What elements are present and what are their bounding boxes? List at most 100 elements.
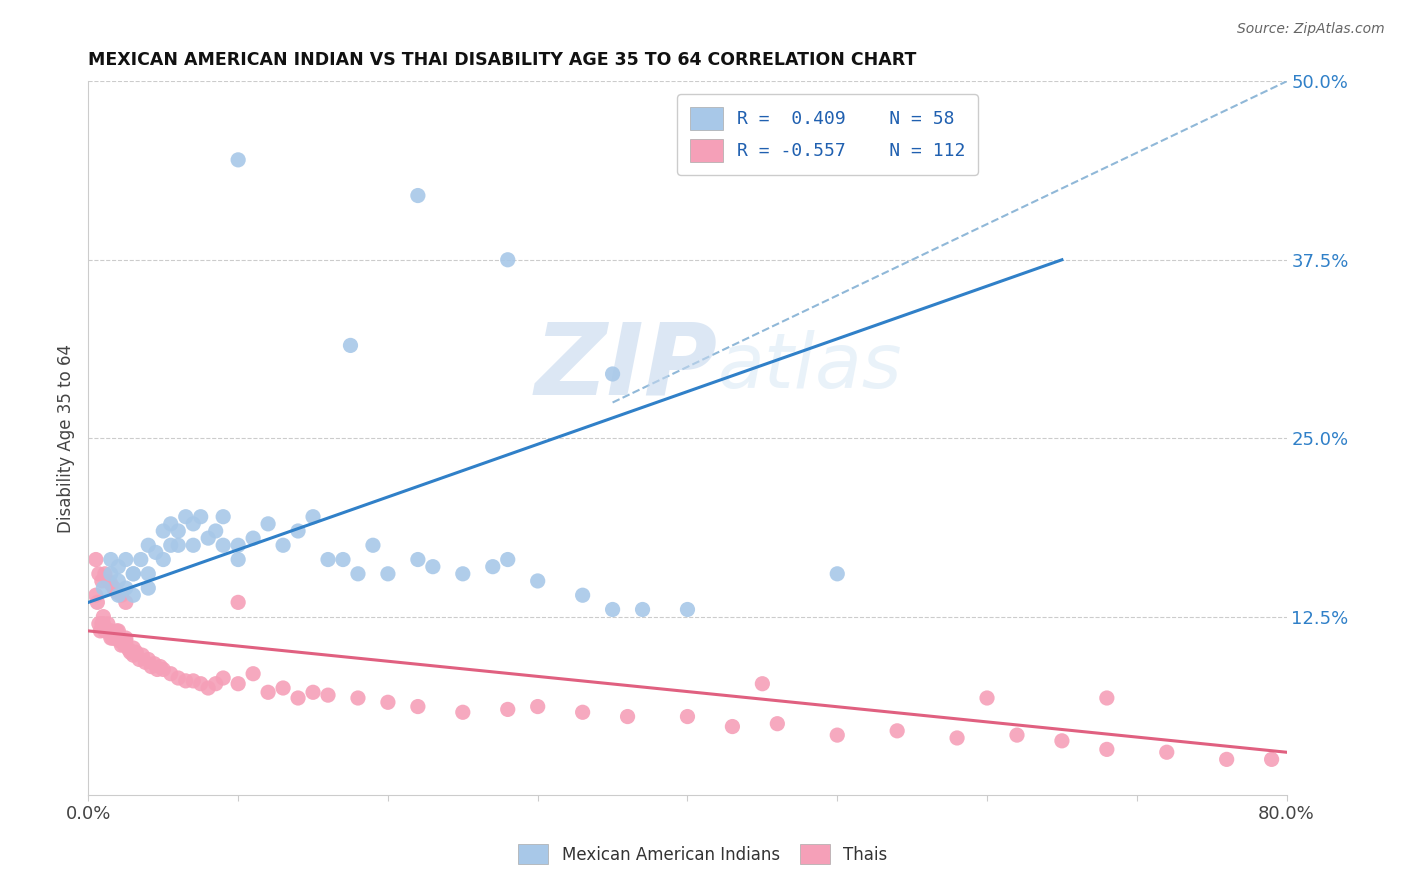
Point — [152, 524, 174, 538]
Point — [1260, 752, 1282, 766]
Point — [181, 673, 204, 688]
Point — [107, 631, 129, 645]
Point — [125, 645, 148, 659]
Point — [104, 631, 127, 645]
Point — [100, 631, 122, 645]
Point — [181, 538, 204, 552]
Point — [526, 574, 548, 588]
Point — [159, 666, 181, 681]
Point — [287, 524, 309, 538]
Point — [377, 695, 399, 709]
Y-axis label: Disability Age 35 to 64: Disability Age 35 to 64 — [58, 343, 75, 533]
Point — [204, 524, 226, 538]
Point — [120, 645, 142, 659]
Point — [825, 566, 848, 581]
Point — [197, 681, 219, 695]
Point — [97, 624, 120, 638]
Point — [114, 552, 136, 566]
Point — [101, 631, 124, 645]
Legend: R =  0.409    N = 58, R = -0.557    N = 112: R = 0.409 N = 58, R = -0.557 N = 112 — [678, 94, 979, 175]
Point — [226, 538, 249, 552]
Point — [122, 588, 145, 602]
Point — [190, 677, 212, 691]
Point — [93, 616, 115, 631]
Point — [302, 685, 325, 699]
Point — [212, 671, 235, 685]
Point — [122, 566, 145, 581]
Point — [676, 602, 699, 616]
Point — [181, 516, 204, 531]
Text: Source: ZipAtlas.com: Source: ZipAtlas.com — [1237, 22, 1385, 37]
Point — [98, 624, 121, 638]
Point — [287, 691, 309, 706]
Point — [571, 588, 593, 602]
Point — [90, 616, 112, 631]
Point — [110, 588, 132, 602]
Point — [602, 602, 624, 616]
Point — [131, 648, 153, 663]
Point — [174, 509, 197, 524]
Point — [406, 699, 429, 714]
Point — [332, 552, 354, 566]
Point — [107, 588, 129, 602]
Point — [105, 624, 128, 638]
Point — [302, 509, 325, 524]
Point — [226, 153, 249, 167]
Point — [89, 624, 111, 638]
Point — [152, 663, 174, 677]
Point — [87, 616, 110, 631]
Text: atlas: atlas — [717, 330, 901, 404]
Point — [84, 552, 107, 566]
Point — [105, 585, 128, 599]
Point — [406, 552, 429, 566]
Point — [571, 706, 593, 720]
Point — [84, 588, 107, 602]
Point — [721, 720, 744, 734]
Point — [257, 685, 280, 699]
Point — [107, 574, 129, 588]
Point — [87, 566, 110, 581]
Point — [886, 723, 908, 738]
Point — [122, 640, 145, 655]
Point — [143, 657, 166, 671]
Point — [114, 595, 136, 609]
Point — [339, 338, 361, 352]
Point — [496, 552, 519, 566]
Point — [526, 699, 548, 714]
Point — [93, 581, 115, 595]
Point — [100, 566, 122, 581]
Point — [100, 552, 122, 566]
Point — [271, 538, 294, 552]
Point — [108, 633, 131, 648]
Point — [136, 652, 159, 666]
Point — [946, 731, 969, 745]
Point — [107, 624, 129, 638]
Point — [616, 709, 638, 723]
Point — [825, 728, 848, 742]
Point — [226, 595, 249, 609]
Point — [100, 624, 122, 638]
Point — [159, 538, 181, 552]
Point — [316, 552, 339, 566]
Point — [122, 566, 145, 581]
Point — [406, 188, 429, 202]
Point — [226, 677, 249, 691]
Point — [422, 559, 444, 574]
Point — [103, 581, 125, 595]
Point — [631, 602, 654, 616]
Point — [134, 656, 156, 670]
Point — [96, 624, 118, 638]
Point — [242, 666, 264, 681]
Point — [152, 552, 174, 566]
Point — [212, 538, 235, 552]
Point — [94, 566, 117, 581]
Point — [1095, 742, 1118, 756]
Point — [602, 367, 624, 381]
Point — [1095, 691, 1118, 706]
Point — [1215, 752, 1237, 766]
Point — [347, 691, 370, 706]
Point — [1005, 728, 1028, 742]
Point — [976, 691, 998, 706]
Point — [128, 652, 150, 666]
Point — [451, 566, 474, 581]
